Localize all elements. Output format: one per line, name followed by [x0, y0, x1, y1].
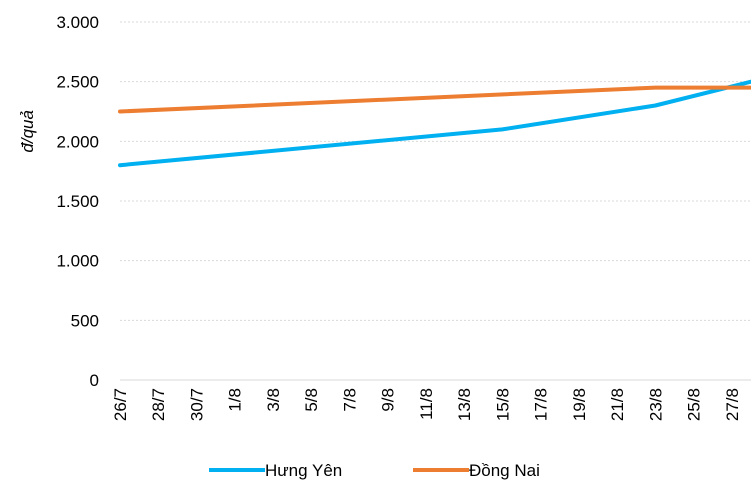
- x-tick-label: 9/8: [379, 388, 398, 412]
- x-tick-label: 15/8: [493, 388, 512, 421]
- x-tick-label: 3/8: [264, 388, 283, 412]
- x-tick-label: 7/8: [340, 388, 359, 412]
- x-tick-label: 19/8: [570, 388, 589, 421]
- y-tick-label: 1.000: [56, 252, 99, 271]
- y-tick-label: 1.500: [56, 192, 99, 211]
- y-tick-label: 0: [90, 371, 99, 390]
- y-axis-tick-labels: 0 500 1.000 1.500 2.000 2.500 3.000: [56, 13, 99, 390]
- y-axis-label: đ/quả: [18, 110, 37, 153]
- x-tick-label: 17/8: [532, 388, 551, 421]
- x-tick-label: 26/7: [111, 388, 130, 421]
- legend: Hưng Yên Đồng Nai: [209, 461, 540, 480]
- series-lines: [118, 79, 751, 168]
- legend-label: Đồng Nai: [469, 461, 540, 480]
- x-tick-label: 13/8: [455, 388, 474, 421]
- x-tick-label: 28/7: [149, 388, 168, 421]
- x-tick-label: 30/7: [187, 388, 206, 421]
- y-tick-label: 500: [71, 311, 99, 330]
- series-line: [118, 85, 751, 114]
- x-tick-label: 21/8: [608, 388, 627, 421]
- x-tick-label: 11/8: [417, 388, 436, 420]
- x-tick-label: 23/8: [646, 388, 665, 421]
- x-tick-label: 1/8: [226, 388, 245, 412]
- y-tick-label: 3.000: [56, 13, 99, 32]
- gridlines: [120, 21, 751, 321]
- x-axis-tick-labels: 26/7 28/7 30/7 1/8 3/8 5/8 7/8 9/8 11/8 13/8 15/8 1…: [111, 388, 742, 421]
- y-tick-label: 2.500: [56, 73, 99, 92]
- x-tick-label: 25/8: [685, 388, 704, 421]
- x-tick-label: 27/8: [723, 388, 742, 421]
- legend-label: Hưng Yên: [265, 461, 342, 480]
- x-tick-label: 5/8: [302, 388, 321, 412]
- series-line: [118, 79, 751, 168]
- y-tick-label: 2.000: [56, 132, 99, 151]
